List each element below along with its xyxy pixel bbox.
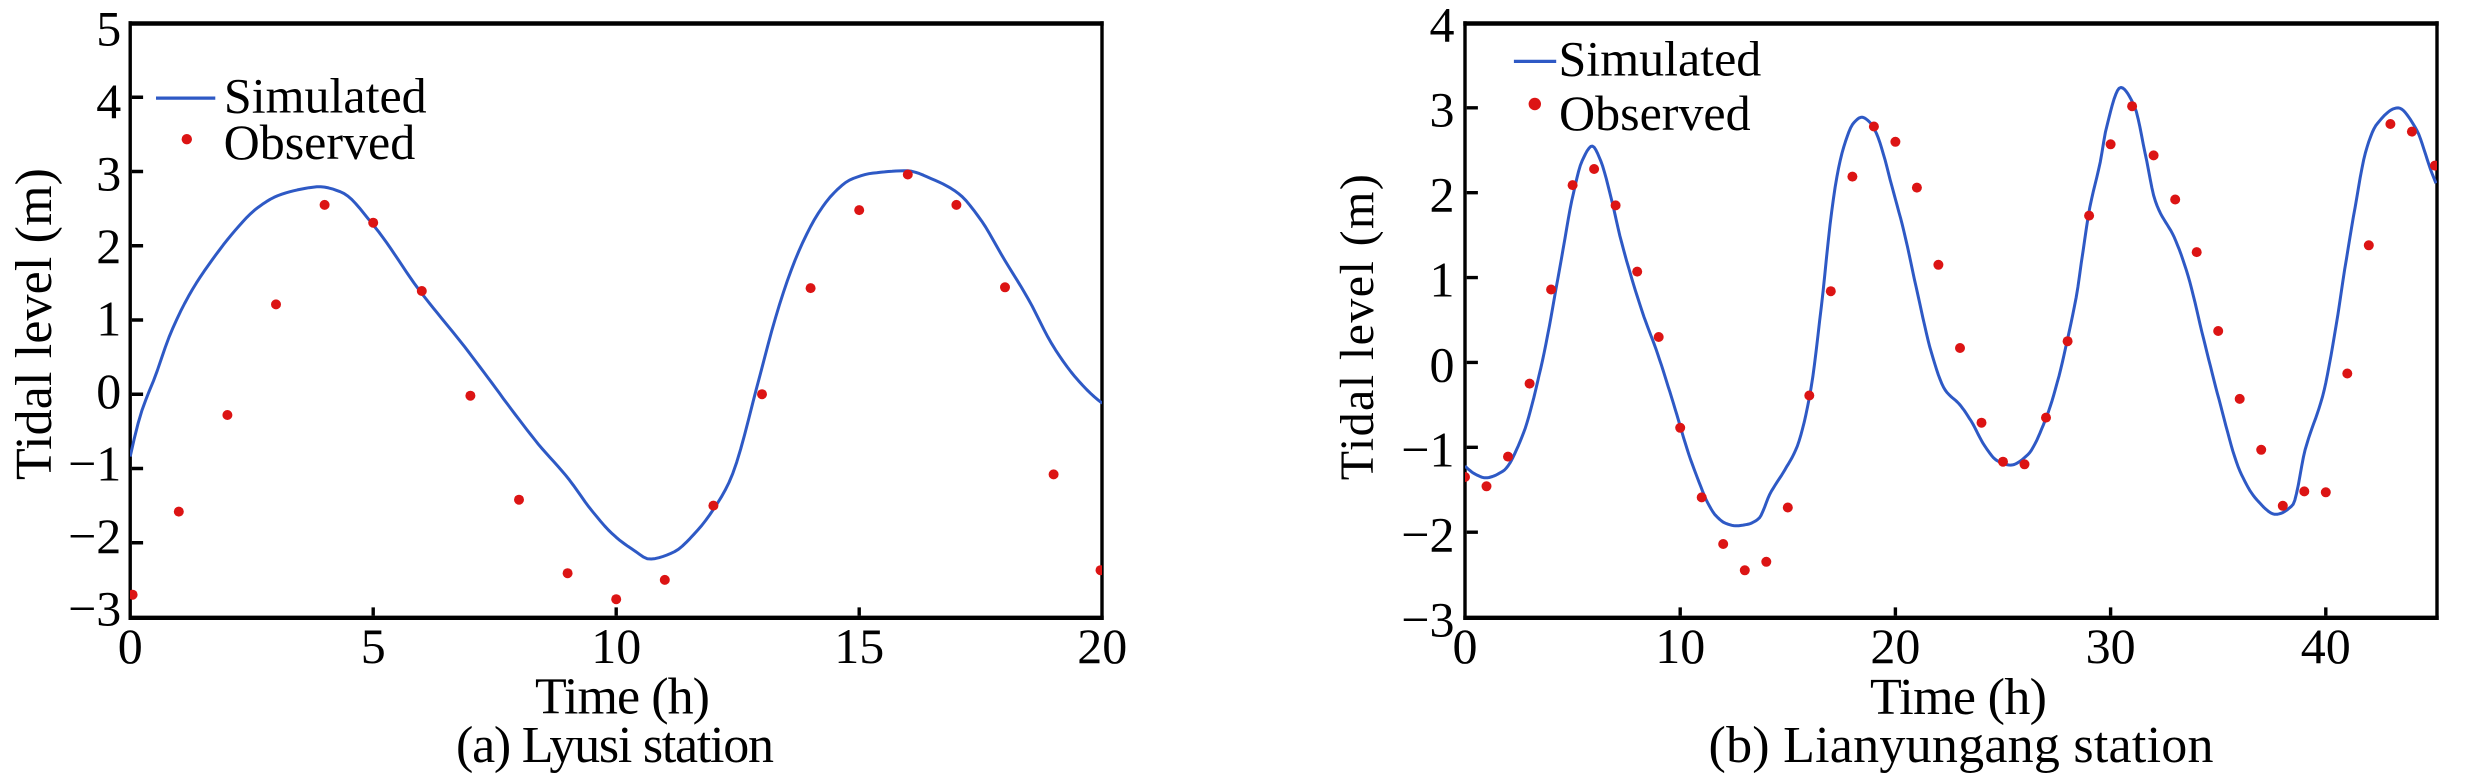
svg-text:40: 40 xyxy=(2301,618,2351,674)
svg-text:(a) Lyusi station: (a) Lyusi station xyxy=(456,717,774,774)
svg-text:−3: −3 xyxy=(68,581,121,637)
svg-text:15: 15 xyxy=(834,618,884,674)
svg-text:(b) Lianyungang station: (b) Lianyungang station xyxy=(1709,717,2214,774)
svg-text:5: 5 xyxy=(361,618,386,674)
svg-text:3: 3 xyxy=(1430,82,1455,138)
svg-text:30: 30 xyxy=(2086,618,2136,674)
svg-text:−1: −1 xyxy=(1401,422,1454,478)
svg-text:1: 1 xyxy=(1430,252,1455,308)
svg-text:−3: −3 xyxy=(1401,592,1454,648)
svg-text:2: 2 xyxy=(1430,167,1455,223)
svg-text:Time (h): Time (h) xyxy=(1870,669,2047,726)
svg-text:0: 0 xyxy=(1453,618,1478,674)
svg-text:4: 4 xyxy=(1430,0,1455,53)
svg-text:Time (h): Time (h) xyxy=(535,669,710,726)
svg-text:20: 20 xyxy=(1870,618,1920,674)
svg-text:−2: −2 xyxy=(68,508,121,564)
svg-text:20: 20 xyxy=(1077,618,1127,674)
svg-text:5: 5 xyxy=(96,1,121,57)
svg-text:3: 3 xyxy=(96,146,121,202)
svg-text:−1: −1 xyxy=(68,436,121,492)
svg-text:0: 0 xyxy=(1430,337,1455,393)
svg-text:10: 10 xyxy=(1655,618,1705,674)
svg-text:−2: −2 xyxy=(1401,507,1454,563)
svg-text:4: 4 xyxy=(96,73,121,129)
svg-text:0: 0 xyxy=(96,363,121,419)
svg-text:2: 2 xyxy=(96,218,121,274)
svg-text:Simulated: Simulated xyxy=(1559,31,1762,87)
svg-text:Observed: Observed xyxy=(1559,85,1751,141)
svg-text:Observed: Observed xyxy=(224,114,416,170)
svg-text:Tidal level (m): Tidal level (m) xyxy=(6,168,63,480)
svg-text:Tidal level (m): Tidal level (m) xyxy=(1331,174,1384,480)
svg-text:Simulated: Simulated xyxy=(224,67,427,123)
svg-text:0: 0 xyxy=(118,618,143,674)
svg-text:10: 10 xyxy=(591,618,641,674)
svg-text:1: 1 xyxy=(96,291,121,347)
